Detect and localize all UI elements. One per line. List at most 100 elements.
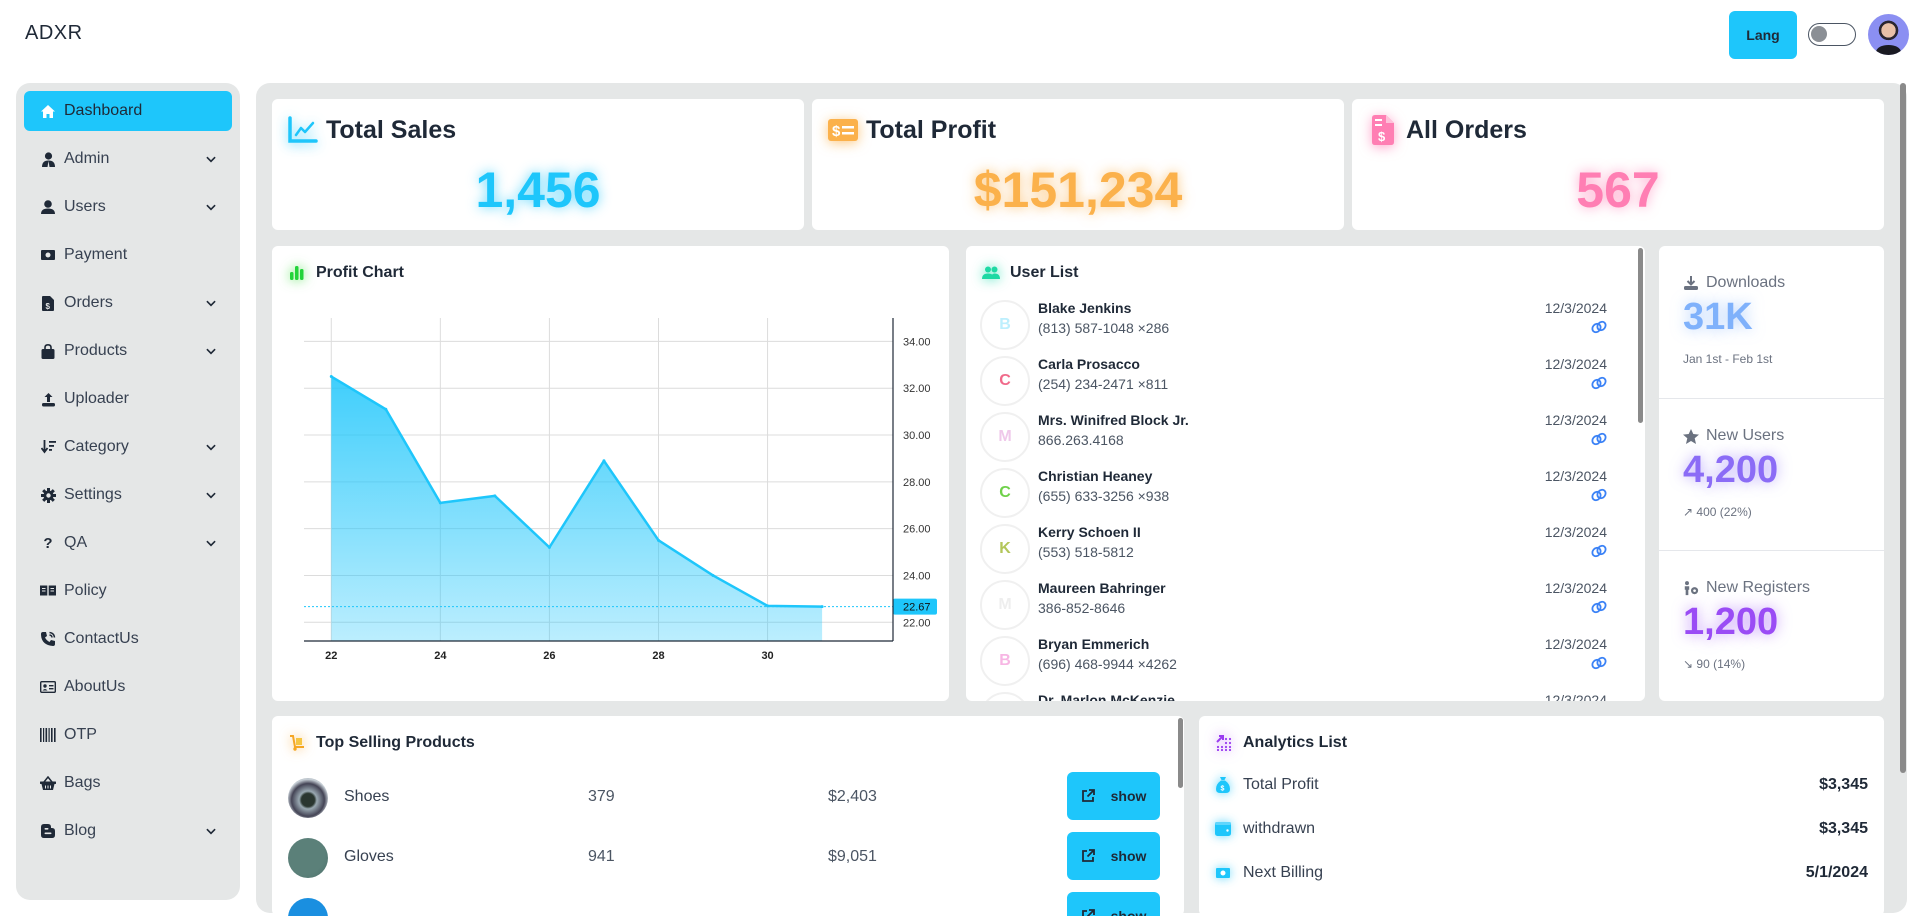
- sidebar-item-label: ContactUs: [64, 630, 139, 647]
- user-list-scrollbar[interactable]: [1638, 248, 1643, 423]
- metric-label-text: New Users: [1706, 427, 1785, 444]
- sidebar-item-policy[interactable]: Policy: [24, 571, 232, 611]
- link-icon[interactable]: [1591, 656, 1607, 670]
- sidebar-item-category[interactable]: Category: [24, 427, 232, 467]
- last-value-label: 22.67: [903, 602, 931, 614]
- profit-chart[interactable]: 22.00 24.00 26.00 28.00 30.00 32.00 34.00 22 24 2…: [272, 246, 949, 701]
- download-icon: [1683, 275, 1699, 291]
- language-button[interactable]: Lang: [1729, 11, 1797, 59]
- product-name: Shoes: [344, 788, 390, 805]
- link-icon[interactable]: [1591, 376, 1607, 390]
- chevron-down-icon[interactable]: [206, 154, 216, 164]
- chevron-down-icon[interactable]: [206, 202, 216, 212]
- user-list-card: User List B Blake Jenkins (813) 587-1048 ×…: [966, 246, 1645, 701]
- show-product-button[interactable]: show: [1067, 772, 1160, 820]
- link-icon[interactable]: [1591, 432, 1607, 446]
- analytics-row: $ Total Profit $3,345: [1215, 770, 1868, 800]
- chart-data-point: [656, 538, 660, 542]
- sidebar-item-payment[interactable]: Payment: [24, 235, 232, 275]
- sort-icon: [40, 439, 56, 455]
- sidebar-item-aboutus[interactable]: AboutUs: [24, 667, 232, 707]
- top-products-card: Top Selling Products Shoes 379 $2,403 show G…: [272, 716, 1184, 916]
- show-product-button[interactable]: show: [1067, 832, 1160, 880]
- user-list-item[interactable]: B Blake Jenkins (813) 587-1048 ×286 12/3/20…: [966, 298, 1627, 354]
- gear-icon: [40, 487, 56, 503]
- user-date: 12/3/2024: [1544, 468, 1607, 484]
- file-invoice-dollar-icon: $: [1368, 115, 1398, 145]
- user-phone: (655) 633-3256 ×938: [1038, 488, 1170, 504]
- stat-title: $ Total Profit: [828, 115, 996, 145]
- chevron-down-icon[interactable]: [206, 346, 216, 356]
- sidebar-item-contactus[interactable]: ContactUs: [24, 619, 232, 659]
- chevron-down-icon[interactable]: [206, 490, 216, 500]
- user-name: Blake Jenkins: [1038, 300, 1132, 316]
- user-list-item[interactable]: K Kerry Schoen II (553) 518-5812 12/3/2024: [966, 522, 1627, 578]
- shopping-bag-icon: [40, 343, 56, 359]
- show-product-button[interactable]: show: [1067, 892, 1160, 916]
- user-list-item[interactable]: M Maureen Bahringer 386-852-8646 12/3/2024: [966, 578, 1627, 634]
- metrics-card: Downloads 31K Jan 1st - Feb 1st New Users 4,…: [1659, 246, 1884, 701]
- sidebar-item-users[interactable]: Users: [24, 187, 232, 227]
- y-tick-label: 22.00: [903, 617, 931, 629]
- metric-desc: Jan 1st - Feb 1st: [1683, 352, 1773, 366]
- link-icon[interactable]: [1591, 320, 1607, 334]
- sidebar-item-label: QA: [64, 534, 88, 551]
- home-icon: [40, 103, 56, 119]
- sidebar-item-uploader[interactable]: Uploader: [24, 379, 232, 419]
- x-tick-label: 22: [325, 650, 337, 662]
- external-link-icon: [1081, 849, 1103, 863]
- analytics-label: Total Profit: [1243, 776, 1319, 793]
- sidebar: Dashboard Admin Users Payment $ Orders Product…: [16, 83, 240, 900]
- chevron-down-icon[interactable]: [206, 538, 216, 548]
- user-avatar[interactable]: [1868, 14, 1909, 55]
- user-list-item[interactable]: B Bryan Emmerich (696) 468-9944 ×4262 12/3/…: [966, 634, 1627, 690]
- admin-user-icon: [40, 151, 56, 167]
- user-phone: 386-852-8646: [1038, 600, 1126, 616]
- chevron-down-icon[interactable]: [206, 442, 216, 452]
- user-list-item[interactable]: M Mrs. Winifred Block Jr. 866.263.4168 12/3…: [966, 410, 1627, 466]
- link-icon[interactable]: [1591, 544, 1607, 558]
- metric-value: 31K: [1683, 296, 1753, 338]
- analytics-value: $3,345: [1819, 820, 1868, 837]
- sidebar-item-label: Products: [64, 342, 128, 359]
- products-scrollbar[interactable]: [1178, 718, 1183, 788]
- sidebar-item-settings[interactable]: Settings: [24, 475, 232, 515]
- chevron-down-icon[interactable]: [206, 298, 216, 308]
- sidebar-item-label: Category: [64, 438, 129, 455]
- link-icon[interactable]: [1591, 600, 1607, 614]
- stat-value: $151,234: [973, 162, 1183, 218]
- link-icon[interactable]: [1591, 488, 1607, 502]
- user-list-item[interactable]: D Dr. Marlon McKenzie 12/3/2024: [966, 690, 1627, 701]
- sidebar-item-otp[interactable]: OTP: [24, 715, 232, 755]
- user-list-item[interactable]: C Carla Prosacco (254) 234-2471 ×811 12/3/2…: [966, 354, 1627, 410]
- user-phone: (696) 468-9944 ×4262: [1038, 656, 1177, 672]
- page-scrollbar[interactable]: [1900, 83, 1906, 773]
- sidebar-item-qa[interactable]: ? QA: [24, 523, 232, 563]
- metric-downloads: Downloads 31K Jan 1st - Feb 1st: [1659, 246, 1884, 398]
- sidebar-item-orders[interactable]: $ Orders: [24, 283, 232, 323]
- sidebar-item-bags[interactable]: Bags: [24, 763, 232, 803]
- sidebar-item-blog[interactable]: Blog: [24, 811, 232, 851]
- last-value-badge: [893, 598, 937, 615]
- chevron-down-icon[interactable]: [206, 826, 216, 836]
- phone-volume-icon: [40, 631, 56, 647]
- barcode-icon: [40, 727, 56, 743]
- y-tick-label: 24.00: [903, 570, 931, 582]
- product-quantity: 379: [588, 788, 615, 805]
- chart-title: Profit Chart: [316, 264, 404, 281]
- metric-label: Downloads: [1683, 274, 1785, 292]
- brand-logo[interactable]: ADXR: [25, 22, 83, 44]
- user-initial-avatar: C: [980, 468, 1030, 518]
- metric-value: 4,200: [1683, 449, 1779, 491]
- metric-label: New Users: [1683, 427, 1784, 445]
- sidebar-item-products[interactable]: Products: [24, 331, 232, 371]
- stat-title-text: All Orders: [1406, 115, 1527, 144]
- product-image: [288, 838, 328, 878]
- user-list-item[interactable]: C Christian Heaney (655) 633-3256 ×938 12/3…: [966, 466, 1627, 522]
- sidebar-item-dashboard[interactable]: Dashboard: [24, 91, 232, 131]
- user-date: 12/3/2024: [1544, 524, 1607, 540]
- external-link-icon: [1081, 909, 1103, 916]
- sidebar-item-admin[interactable]: Admin: [24, 139, 232, 179]
- chart-data-point: [384, 407, 388, 411]
- theme-toggle[interactable]: [1808, 23, 1856, 46]
